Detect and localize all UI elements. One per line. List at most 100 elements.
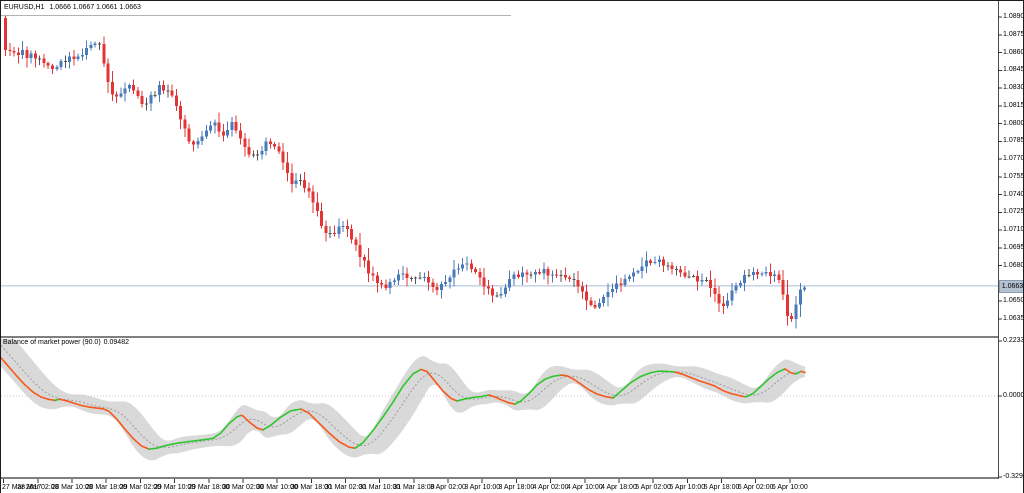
candle	[350, 224, 354, 244]
candle	[153, 90, 157, 98]
time-axis-label: 29 Mar 18:00	[188, 484, 230, 491]
candle	[756, 268, 760, 279]
candle	[525, 269, 529, 283]
time-axis-label: 30 Mar 18:00	[290, 484, 332, 491]
candle	[409, 276, 413, 282]
candle	[747, 268, 751, 278]
candle	[649, 259, 653, 266]
candle	[183, 115, 187, 138]
candle	[174, 88, 178, 111]
candle	[217, 112, 221, 137]
candle	[59, 59, 63, 70]
candle	[521, 266, 525, 286]
indicator-line-down-segment	[1, 357, 56, 402]
candle	[277, 142, 281, 155]
candle	[196, 137, 200, 149]
candle	[717, 286, 721, 313]
candle	[730, 283, 734, 306]
candle	[123, 82, 127, 102]
candle	[51, 64, 55, 74]
candle	[597, 298, 601, 309]
candle	[4, 16, 7, 56]
candle	[320, 202, 324, 229]
candle	[149, 91, 153, 111]
candle	[644, 251, 648, 274]
candle	[119, 87, 123, 98]
candle	[785, 279, 789, 326]
time-axis-label: 6 Apr 10:00	[771, 484, 808, 491]
candle	[298, 174, 302, 186]
candle	[303, 172, 307, 193]
candle	[679, 265, 683, 277]
candle	[653, 256, 657, 265]
candle	[743, 270, 747, 292]
candle	[115, 91, 119, 104]
time-axis-label: 28 Mar 10:00	[51, 484, 93, 491]
candle	[187, 124, 191, 144]
candle	[444, 275, 448, 287]
candle	[486, 280, 490, 295]
indicator-line-up-segment	[354, 368, 422, 449]
candle	[704, 277, 708, 283]
candle	[803, 285, 807, 292]
candle	[110, 70, 114, 102]
indicator-line-down-segment	[800, 370, 806, 374]
candle	[696, 270, 700, 291]
candle	[615, 275, 619, 294]
time-axis-label: 29 Mar 10:00	[153, 484, 196, 491]
time-axis-label: 5 Apr 02:00	[635, 484, 672, 491]
price-axis-label: 1.0770	[1003, 155, 1024, 163]
time-axis-label: 3 Apr 02:00	[430, 484, 466, 491]
candle	[333, 225, 337, 237]
time-axis-label: 27 Mar 2017	[2, 484, 42, 491]
candle	[358, 232, 362, 267]
indicator-line-down-segment	[674, 371, 746, 398]
candle	[683, 265, 687, 279]
candle	[354, 236, 358, 251]
candle	[585, 284, 589, 310]
candle	[307, 182, 311, 198]
candle	[102, 36, 106, 67]
time-axis-separator[interactable]	[1, 477, 998, 479]
candle	[264, 137, 268, 156]
current-price-badge: 1.0663	[999, 280, 1023, 294]
candle	[251, 150, 255, 158]
candle	[209, 121, 213, 134]
candle	[662, 256, 666, 272]
candle	[380, 279, 384, 289]
candle	[286, 151, 290, 182]
time-axis-label: 29 Mar 02:00	[119, 484, 162, 491]
panel-separator[interactable]	[1, 336, 998, 338]
candle	[247, 138, 251, 158]
ohlc-values-label: 1.0666 1.0667 1.0661 1.0663	[49, 4, 141, 11]
candle	[72, 49, 76, 66]
candle	[388, 278, 392, 295]
candle	[619, 278, 623, 293]
candle	[721, 295, 725, 315]
candle	[337, 218, 341, 239]
candle	[281, 142, 285, 170]
candle	[85, 40, 89, 60]
price-axis-label: 1.0755	[1003, 172, 1024, 180]
price-axis-label: 1.0635	[1003, 315, 1024, 322]
price-axis-label: 1.0860	[1003, 48, 1024, 56]
candle	[700, 273, 704, 286]
candle	[226, 121, 230, 138]
time-axis-label: 5 Apr 18:00	[703, 484, 740, 491]
candle	[21, 41, 25, 60]
candle	[726, 292, 730, 309]
candle	[499, 286, 503, 299]
candle	[371, 266, 375, 282]
price-axis-label: 1.0785	[1003, 137, 1024, 145]
candle	[589, 296, 593, 307]
candle	[29, 50, 33, 64]
candle	[46, 61, 50, 69]
candle	[478, 268, 482, 286]
candle	[670, 262, 674, 275]
candle	[127, 83, 131, 93]
candle	[200, 131, 204, 145]
candle	[734, 282, 738, 294]
candle	[632, 267, 636, 282]
indicator-axis-label: -0.32919	[1003, 472, 1023, 480]
